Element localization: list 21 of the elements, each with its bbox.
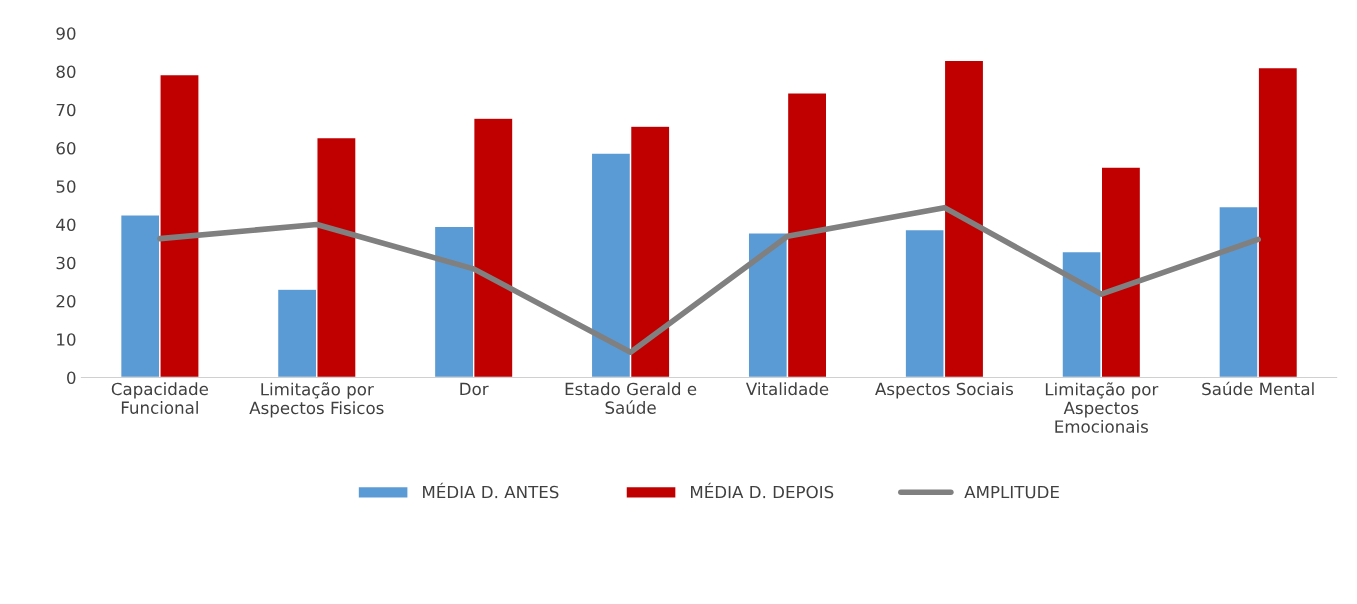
x-tick-label: Dor [460, 382, 489, 396]
y-tick-label: 90 [56, 27, 76, 40]
legend-label: AMPLITUDE [964, 485, 1059, 499]
y-tick-label: 70 [56, 103, 76, 117]
y-tick-label: 30 [56, 256, 76, 270]
x-tick-label: Saúde Mental [1202, 381, 1314, 396]
y-tick-label: 0 [67, 371, 76, 385]
y-tick-label: 50 [56, 180, 76, 193]
x-tick-label: Estado Gerald e Saúde [565, 382, 697, 414]
legend-label: MÉDIA D. DEPOIS [691, 482, 834, 499]
x-tick-label: Limitação por Aspectos Emocionais [1045, 382, 1159, 433]
y-tick-label: 80 [56, 65, 76, 79]
x-tick-label: Capacidade Funcional [111, 382, 209, 414]
x-tick-label: Vitalidade [745, 382, 829, 396]
x-tick-label: Aspectos Sociais [875, 382, 1014, 399]
y-tick-label: 20 [56, 294, 76, 308]
y-tick-label: 40 [56, 218, 76, 232]
legend-label: MÉDIA D. ANTES [423, 482, 559, 499]
y-tick-label: 60 [56, 141, 76, 155]
x-tick-label: Limitação por Aspectos Fisicos [249, 382, 384, 418]
y-tick-label: 10 [57, 333, 76, 346]
